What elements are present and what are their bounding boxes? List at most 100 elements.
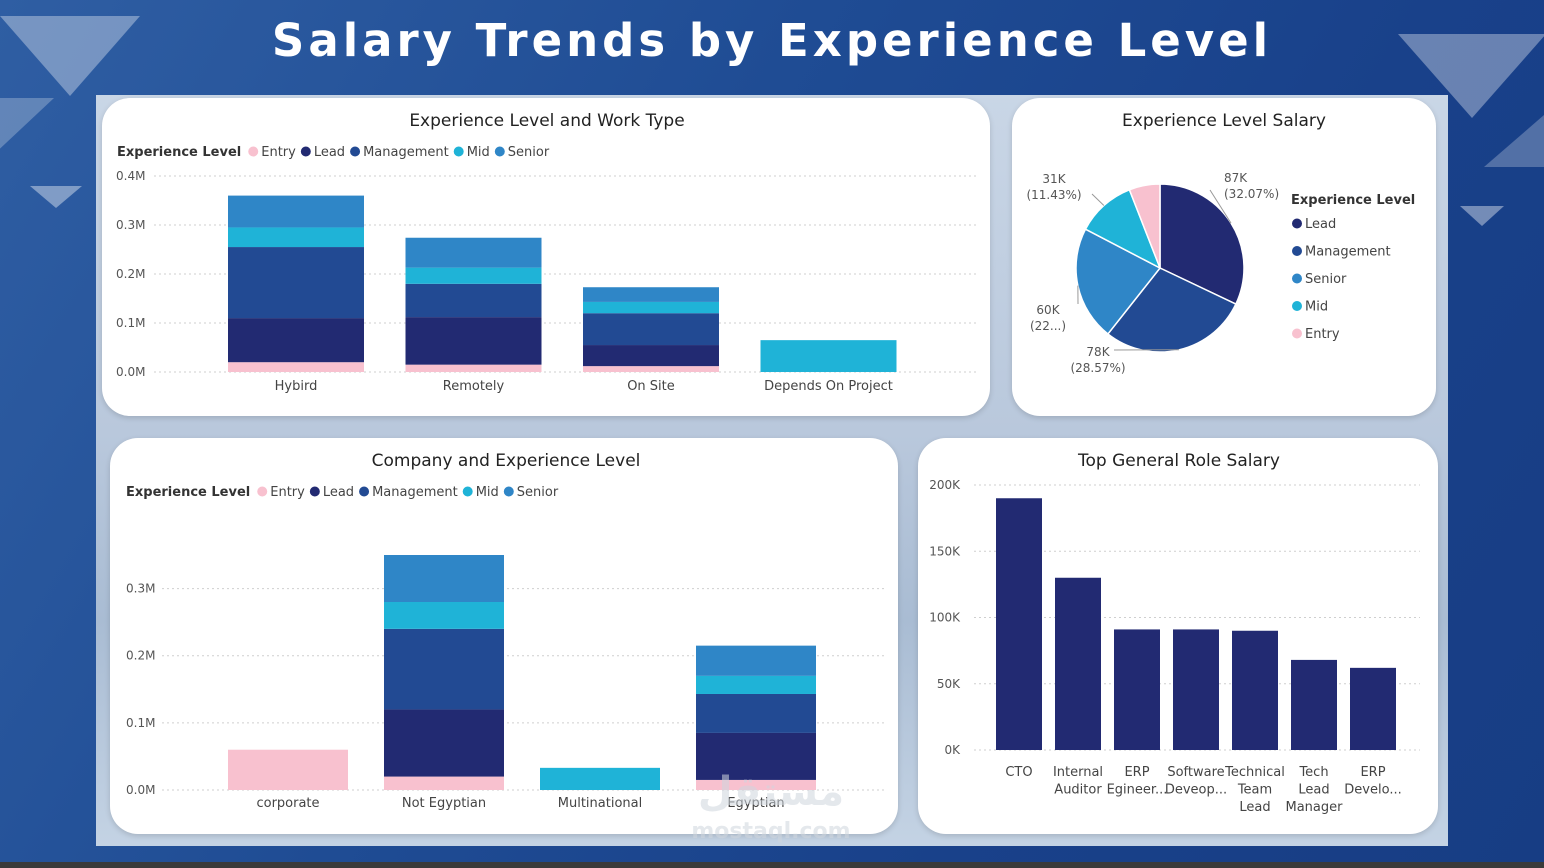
bar-management[interactable] [228,247,364,319]
chart-title: Company and Experience Level [372,451,641,471]
legend-marker-lead [309,486,320,497]
legend-item-mid[interactable]: Mid [476,485,499,500]
y-tick-label: 200K [929,478,961,492]
x-tick-label: ERP [1360,765,1385,780]
bar-mid[interactable] [228,227,364,248]
data-label-percent: (28.57%) [1070,361,1125,375]
bar-management[interactable] [696,693,816,733]
data-label-value: 78K [1086,345,1110,359]
legend-item-lead[interactable]: Lead [1305,217,1336,232]
legend-item-lead[interactable]: Lead [323,485,354,500]
bar-mid[interactable] [760,340,897,372]
bar-role[interactable] [1291,659,1337,750]
legend-item-mid[interactable]: Mid [467,145,490,160]
bar-entry[interactable] [228,362,364,372]
bar-lead[interactable] [384,709,504,777]
bar-role[interactable] [1055,577,1101,750]
x-tick-label: Deveop... [1165,783,1227,798]
legend-item-mid[interactable]: Mid [1305,300,1328,315]
bar-entry[interactable] [384,776,504,790]
bar-role[interactable] [1114,629,1160,750]
bar-entry[interactable] [696,779,816,790]
bar-lead[interactable] [405,317,542,365]
bar-mid[interactable] [583,301,719,314]
legend-item-management[interactable]: Management [1305,245,1391,260]
x-tick-label: Not Egyptian [402,796,486,811]
data-label-value: 87K [1224,171,1248,185]
bar-entry[interactable] [405,364,542,372]
y-tick-label: 0.2M [126,649,155,663]
legend-marker-senior [1292,273,1302,284]
data-label-percent: (22...) [1030,319,1066,333]
legend-marker-entry [1292,328,1302,339]
x-tick-label: corporate [256,796,319,811]
legend-item-lead[interactable]: Lead [314,145,345,160]
svg-text:مستقل: مستقل [698,769,844,815]
bar-lead[interactable] [228,318,364,363]
experience-salary-card[interactable]: Experience Level Salary 87K (32.07%) 78K (2… [1012,98,1436,416]
bar-senior[interactable] [228,195,364,228]
work-type-chart: Experience Level and Work Type Experienc… [116,111,976,394]
work-type-card[interactable]: Experience Level and Work Type Experienc… [102,98,990,416]
y-tick-label: 0K [944,743,961,757]
company-card[interactable]: Company and Experience Level Experience … [110,438,898,834]
x-tick-label: Team [1237,783,1272,798]
x-tick-label: Hybird [275,379,318,394]
bar-role[interactable] [996,498,1042,750]
bar-entry[interactable] [228,749,348,790]
y-tick-label: 0.1M [126,716,155,730]
x-tick-label: Lead [1298,783,1329,798]
bottom-bar [0,862,1544,868]
role-salary-chart: Top General Role Salary 0K 50K 100K 150K 200… [929,451,1420,815]
x-tick-label: Multinational [558,796,642,811]
bar-entry[interactable] [583,366,719,372]
bar-management[interactable] [384,628,504,710]
legend-item-management[interactable]: Management [363,145,449,160]
legend-item-senior[interactable]: Senior [508,145,550,160]
data-label-value: 60K [1036,303,1060,317]
legend-item-entry[interactable]: Entry [261,145,296,160]
bar-senior[interactable] [384,555,504,602]
x-tick-label: Egineer... [1107,783,1168,798]
legend-marker-senior [494,146,505,157]
role-salary-card[interactable]: Top General Role Salary 0K 50K 100K 150K 200… [918,438,1438,834]
bar-management[interactable] [583,313,719,346]
y-tick-label: 0.0M [116,365,145,379]
legend-title: Experience Level [117,145,241,160]
bar-role[interactable] [1173,629,1219,750]
company-chart: Company and Experience Level Experience … [126,451,886,811]
pie-slice-entry[interactable] [1128,183,1161,269]
legend-marker-entry [257,486,268,497]
leader-line [1209,189,1232,224]
bar-senior[interactable] [405,237,542,268]
bar-senior[interactable] [696,645,816,676]
x-tick-label: Auditor [1054,783,1102,798]
bar-mid[interactable] [540,767,660,790]
data-label-percent: (32.07%) [1224,187,1279,201]
legend-item-entry[interactable]: Entry [1305,327,1340,342]
legend-marker-mid [462,486,473,497]
y-tick-label: 50K [937,677,961,691]
legend-item-senior[interactable]: Senior [517,485,559,500]
legend-marker-mid [453,146,464,157]
bar-role[interactable] [1350,667,1396,750]
legend-item-entry[interactable]: Entry [270,485,305,500]
mostaql-watermark-logo: مستقل mostaql.com [691,769,850,844]
x-tick-label: Remotely [443,379,505,394]
bar-lead[interactable] [583,345,719,367]
bar-lead[interactable] [696,732,816,780]
data-label-value: 31K [1042,172,1066,186]
bar-mid[interactable] [384,602,504,629]
legend-marker-lead [300,146,311,157]
legend-item-management[interactable]: Management [372,485,458,500]
bar-senior[interactable] [583,287,719,302]
watermark-text: mostaql.com [691,819,850,844]
legend-marker-management [359,486,370,497]
bar-mid[interactable] [405,267,542,284]
legend-marker-management [1292,246,1302,256]
bar-role[interactable] [1232,630,1278,750]
y-tick-label: 0.1M [116,316,145,330]
bar-management[interactable] [405,283,542,318]
legend-item-senior[interactable]: Senior [1305,272,1347,287]
bar-mid[interactable] [696,675,816,694]
